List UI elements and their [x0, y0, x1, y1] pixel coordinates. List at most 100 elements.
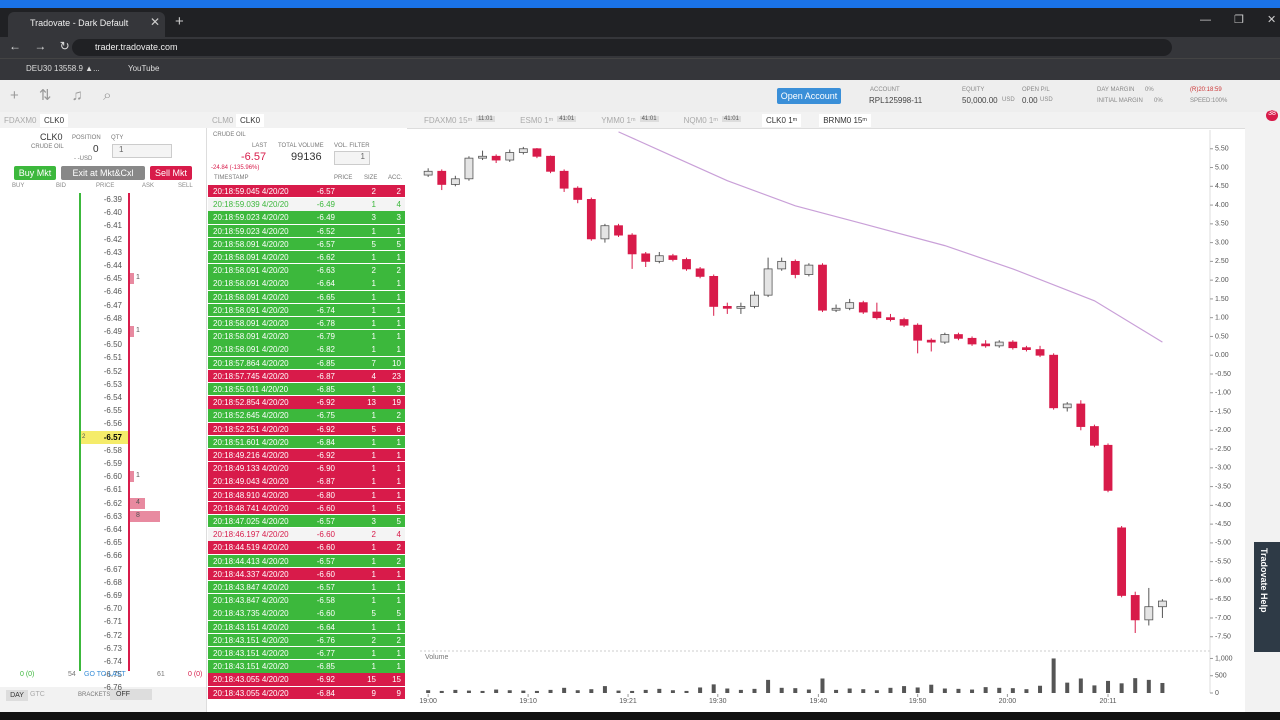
ts-cell: 2 — [371, 187, 376, 196]
ts-cell: 1 — [371, 569, 376, 579]
bid-size: 2 — [82, 433, 86, 440]
ladder-price: -6.55 — [103, 406, 122, 416]
candle-body — [886, 317, 895, 320]
ts-volume: 99136 — [291, 151, 322, 163]
equity: 50,000.00 — [962, 96, 998, 105]
volume-bar — [711, 684, 716, 693]
ladder-price: -6.62 — [103, 498, 122, 508]
ts-cell: 1 — [396, 662, 401, 672]
volume-bar — [1065, 682, 1070, 693]
ts-cell: 20:18:51.601 4/20/20 — [213, 437, 289, 447]
ask-size: 8 — [136, 511, 140, 519]
ladder-price: -6.63 — [103, 511, 122, 521]
volume-bar — [1146, 679, 1151, 693]
tif-button[interactable]: GTC — [30, 691, 45, 698]
ts-cell: -6.79 — [316, 332, 335, 342]
volume-bar — [929, 684, 934, 693]
ts-row — [208, 303, 405, 317]
chart: 5.50 5.00 4.50 4.00 3.50 3.00 2.50 2.00 1.50 1.00… — [419, 130, 1233, 705]
tif-button[interactable]: DAY — [6, 690, 28, 701]
volume-bar — [630, 690, 635, 693]
y-tick-label: 1.00 — [1215, 315, 1229, 322]
qty-input[interactable]: 1 — [112, 144, 172, 158]
ts-row — [208, 475, 405, 488]
candle-body — [777, 260, 787, 270]
volume-bar — [752, 688, 757, 693]
ts-row — [208, 594, 405, 607]
ts-cell: -6.84 — [316, 688, 335, 698]
ts-header: SIZE — [364, 175, 378, 181]
label: OPEN P/L — [1022, 87, 1050, 93]
chart-tab[interactable]: ESM0 1ᵐ — [520, 116, 554, 125]
help-tab[interactable] — [1254, 542, 1280, 652]
new-tab[interactable]: + — [175, 13, 184, 30]
y-tick-label: 3.50 — [1215, 221, 1229, 228]
ts-cell: 20:18:49.216 4/20/20 — [213, 451, 289, 460]
candle-body — [994, 341, 1004, 347]
bookmark[interactable]: YouTube — [128, 64, 160, 73]
account[interactable]: RPL125998-11 — [869, 96, 923, 105]
ts-cell: 20:18:59.039 4/20/20 — [213, 200, 289, 210]
chart-tab[interactable]: FDAXM0 15ᵐ — [424, 116, 473, 125]
ts-cell: 1 — [371, 385, 376, 394]
ladder-price: -6.76 — [103, 683, 122, 693]
buy-button[interactable]: Buy Mkt — [14, 166, 56, 180]
bookmark[interactable]: DEU30 13558.9 ▲... — [26, 64, 100, 73]
chart-tab[interactable]: NQM0 1ᵐ — [683, 116, 718, 125]
ts-cell: 5 — [371, 609, 376, 619]
ladder-price: -6.47 — [103, 300, 122, 310]
toolbar-icons[interactable]: + ⇅ ♫ ⌕ — [10, 87, 112, 104]
volume-bar — [970, 689, 975, 693]
chart-tab[interactable]: BRNM0 15ᵐ — [819, 114, 871, 127]
ts-cell: 20:18:43.055 4/20/20 — [213, 675, 289, 685]
panel-tab[interactable]: CLK0 — [236, 114, 265, 127]
ts-cell: 20:18:58.091 4/20/20 — [213, 305, 289, 315]
open-account-button[interactable]: Open Account — [777, 88, 841, 104]
window-controls[interactable]: — ❐ ✕ — [1200, 14, 1277, 26]
volume-bar — [888, 687, 893, 693]
label: DAY MARGIN — [1097, 87, 1135, 93]
chart-tab[interactable]: CLK0 1ᵐ — [761, 114, 802, 127]
volume-bar — [806, 689, 811, 693]
bottom-edge — [0, 712, 1280, 720]
browser-tab[interactable] — [8, 12, 165, 37]
value: 0% — [1145, 87, 1154, 93]
go-to-last[interactable]: GO TO LAST — [84, 671, 126, 678]
help-label[interactable]: Tradovate Help — [1259, 548, 1269, 613]
filter-input[interactable]: 1 — [334, 151, 370, 165]
panel-tab[interactable]: FDAXM0 — [4, 116, 37, 125]
ts-cell: -6.60 — [316, 609, 335, 619]
ts-cell: -6.75 — [316, 411, 335, 421]
tab-close[interactable]: ✕ — [150, 15, 161, 29]
volume-bar — [738, 689, 743, 693]
dom-panel — [0, 128, 207, 720]
volume-bar — [1119, 683, 1124, 693]
ts-cell: -6.63 — [316, 266, 335, 276]
chart-tab[interactable]: YMM0 1ᵐ — [601, 116, 636, 125]
ts-cell: 20:18:59.023 4/20/20 — [213, 226, 289, 236]
volume-tick-label: 500 — [1215, 673, 1227, 680]
panel-tab[interactable]: CLM0 — [212, 116, 234, 125]
ts-cell: 1 — [371, 583, 376, 592]
panel-tab[interactable]: CLK0 — [40, 114, 69, 127]
candle-body — [668, 255, 678, 260]
ladder-price: -6.69 — [103, 591, 122, 600]
ts-row — [208, 554, 405, 567]
ask-bar — [130, 497, 146, 509]
ts-row — [208, 686, 405, 699]
ts-header: TIMESTAMP — [214, 175, 249, 181]
y-tick-label: -7.00 — [1215, 615, 1231, 622]
exit-button[interactable]: Exit at Mkt&Cxl — [61, 166, 145, 180]
sell-button[interactable]: Sell Mkt — [150, 166, 192, 180]
ts-cell: 1 — [371, 556, 376, 566]
ts-cell: 20:18:58.091 4/20/20 — [213, 345, 289, 355]
brackets-select[interactable]: OFF — [110, 689, 152, 700]
omnibox[interactable] — [72, 39, 1172, 56]
candle-body — [1049, 354, 1059, 409]
ts-cell: 4 — [396, 530, 401, 540]
nav-buttons[interactable]: ← → ↻ — [9, 39, 70, 53]
ts-cell: 1 — [396, 490, 401, 500]
candle-body — [437, 170, 447, 185]
candle-body — [845, 302, 855, 309]
ts-cell: -6.57 — [316, 556, 335, 566]
